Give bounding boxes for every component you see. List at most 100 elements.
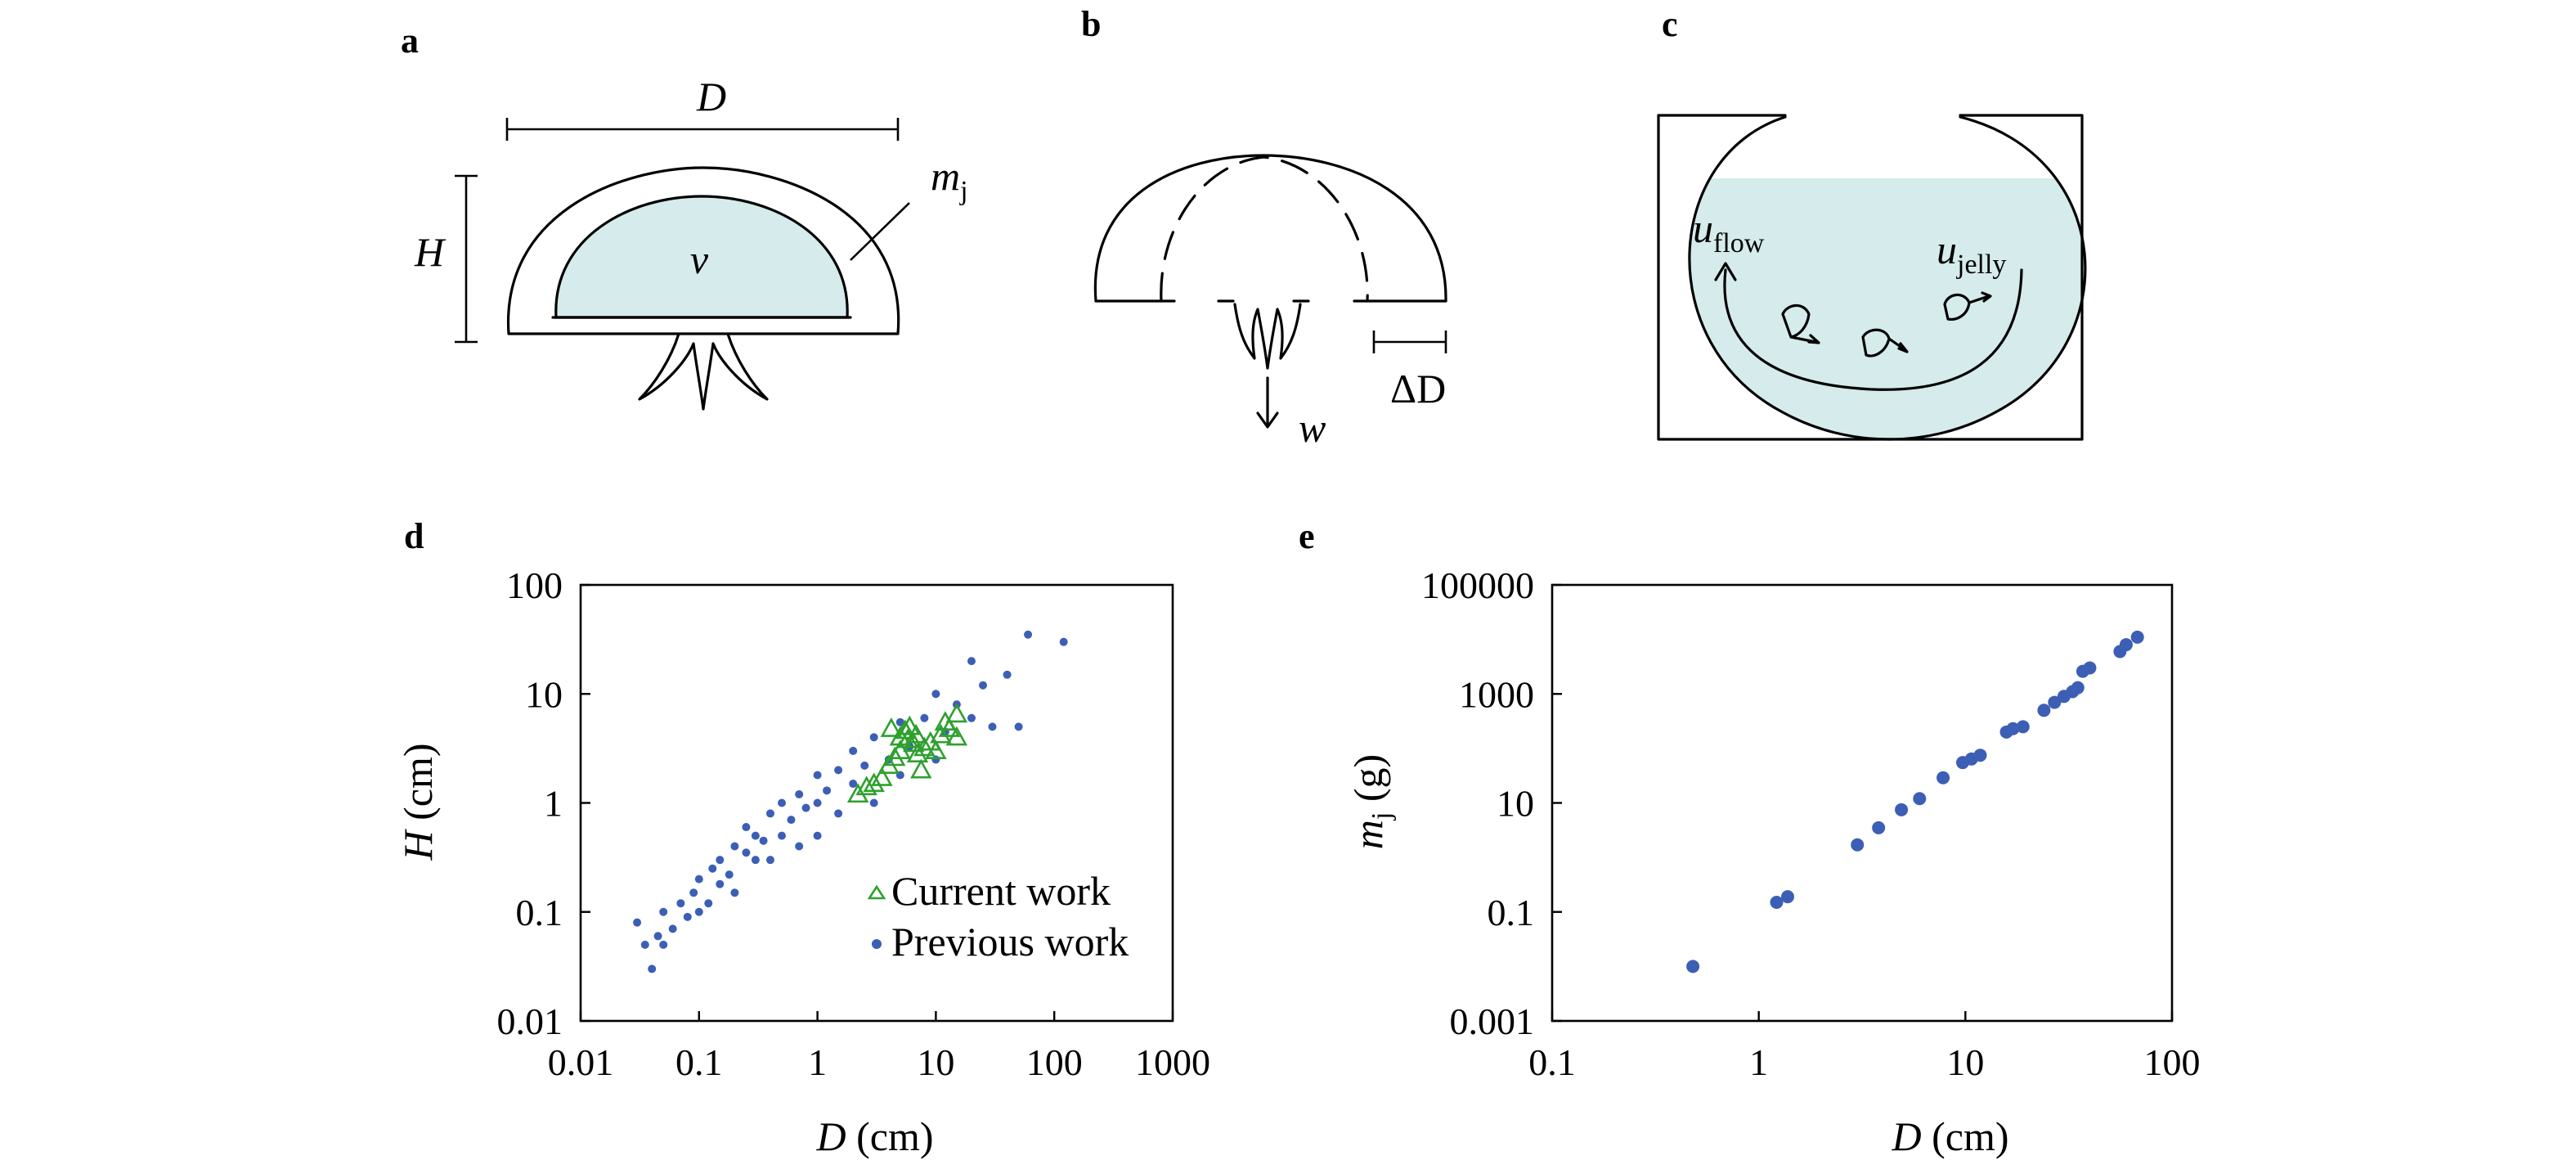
x-axis-label-e: D (cm) [1892,1113,2009,1159]
panel-e-label: e [1299,516,1315,556]
data-point-previous-work [967,657,976,666]
legend-marker-current-work [867,884,886,900]
data-point-previous-work [725,870,734,879]
y-tick-label: 1000 [1459,673,1534,715]
dimension-d-label: D [696,74,726,119]
delta-d-label: ΔD [1390,366,1446,411]
panel-b: b w ΔD [1081,4,1447,451]
data-point-previous-work [742,823,751,832]
legend-marker-previous-work [872,939,882,949]
data-point-previous-work [689,888,698,897]
data-point-previous-work [967,713,976,722]
panel-d-label: d [404,516,424,556]
data-point-previous-work [860,761,869,770]
x-tick-label: 100 [2144,1041,2201,1083]
data-point-current-work [938,717,961,737]
data-point-previous-work [801,803,810,812]
data-point-current-work [906,743,929,763]
data-point-previous-work [716,856,725,865]
svg-text:H (cm): H (cm) [395,744,441,861]
data-point-mass [2071,681,2085,695]
data-point-previous-work [659,940,668,949]
data-point-previous-work [633,918,642,927]
data-point-previous-work [694,875,703,883]
data-point-previous-work [676,899,685,908]
data-point-current-work [910,758,932,779]
panel-c-label: c [1662,4,1678,44]
chart-d: 0.01 0.1 1 10 100 1000 0.01 0.1 1 10 100 Current wo… [497,564,1211,1083]
dimension-h-label: H [414,229,447,275]
data-point-previous-work [765,856,774,865]
panel-d: d 0.01 0.1 1 10 100 1000 0.01 0.1 1 10 100 Current … [395,516,1210,1159]
data-point-previous-work [834,809,843,818]
data-point-mass [1770,896,1784,910]
data-point-current-work [930,723,952,744]
legend-label-current-work: Current work [891,868,1111,914]
series-mass [1686,630,2144,973]
y-tick-label: 10 [1497,783,1534,825]
data-point-previous-work [931,755,940,764]
data-point-previous-work [683,912,692,921]
data-point-mass [2130,630,2144,644]
volume-label: v [690,236,709,282]
data-point-previous-work [653,932,662,941]
data-point-previous-work [813,831,822,840]
plot-frame [1551,583,2174,1023]
data-point-mass [1872,821,1886,834]
data-point-previous-work [751,856,760,865]
data-point-previous-work [920,713,929,722]
y-tick-label: 100000 [1421,564,1534,606]
data-point-previous-work [708,864,717,873]
data-point-previous-work [659,907,668,916]
x-tick-label: 1 [808,1041,827,1083]
data-point-mass [1913,792,1927,806]
x-tick-label: 10 [917,1041,954,1083]
data-point-current-work [945,703,968,723]
data-point-current-work [863,772,885,793]
jellyfish-diagram [507,166,900,411]
data-point-current-work [855,776,877,796]
series-current-work [846,703,968,803]
panel-a-label: a [401,20,419,61]
x-tick-label: 100 [1026,1041,1083,1083]
data-point-previous-work [668,924,677,933]
data-point-mass [1851,838,1865,852]
data-point-previous-work [759,836,768,845]
data-point-previous-work [795,842,804,851]
data-point-previous-work [869,733,878,742]
data-point-previous-work [778,831,787,840]
inner-volume [554,195,849,319]
x-tick-label: 0.1 [675,1041,723,1083]
data-point-mass [2037,704,2051,717]
data-point-previous-work [778,798,787,807]
mass-label: mj [931,153,968,206]
data-point-previous-work [869,798,878,807]
data-point-mass [1936,771,1950,785]
data-point-previous-work [730,842,739,851]
x-tick-label: 1 [1749,1041,1768,1083]
u-flow-label: uflow [1693,205,1765,259]
data-point-previous-work [704,899,713,908]
data-point-mass [2083,661,2097,675]
dimension-d-line [505,118,900,141]
x-tick-label: 0.01 [548,1041,614,1083]
panel-a: a D H v mj [401,20,968,411]
data-point-previous-work [931,690,940,699]
data-point-previous-work [742,848,751,857]
x-tick-label: 10 [1946,1041,1984,1083]
data-point-previous-work [823,786,832,795]
y-axis-label-d: H (cm) [395,744,441,861]
data-point-current-work [896,728,919,749]
data-point-previous-work [795,789,804,798]
data-point-previous-work [640,940,649,949]
y-tick-label: 0.1 [516,892,563,933]
y-axis-label-e: mj (g) [1345,754,1397,849]
data-point-current-work [913,736,936,757]
data-point-current-work [904,723,927,744]
panel-b-label: b [1081,4,1101,44]
data-point-mass [1895,803,1909,816]
data-point-previous-work [648,964,657,973]
y-tick-label: 10 [525,673,563,715]
